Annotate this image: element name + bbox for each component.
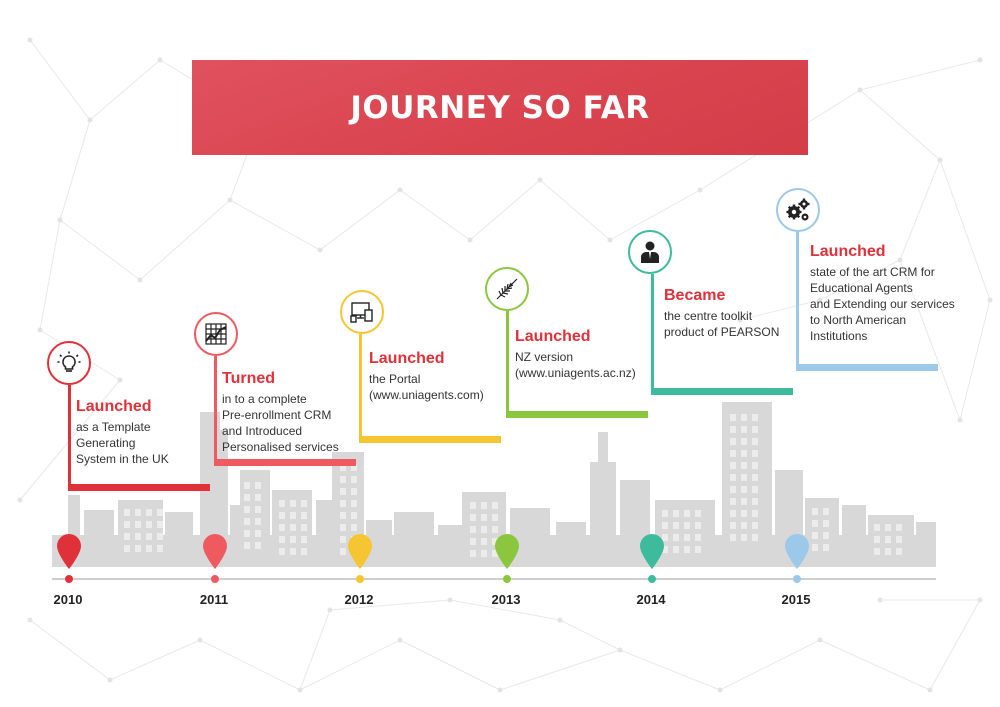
map-pin-icon: [203, 534, 227, 569]
event-year: 2012: [344, 592, 374, 607]
event-bar: [359, 436, 501, 443]
event-description-line: Personalised services: [222, 440, 339, 454]
event-bar: [214, 459, 356, 466]
timeline-dot: [648, 575, 656, 583]
event-description: as a Template Generating System in the UK: [76, 419, 246, 467]
lightbulb-icon: [47, 341, 91, 385]
page-title: JOURNEY SO FAR: [350, 89, 650, 126]
event-stem: [506, 311, 509, 418]
event-year: 2010: [53, 592, 83, 607]
gears-icon: [776, 188, 820, 232]
event-description-line: Institutions: [810, 329, 868, 343]
event-description: in to a complete Pre-enrollment CRM and In…: [222, 391, 392, 455]
event-description-line: to North American: [810, 313, 907, 327]
fern-icon: [485, 267, 529, 311]
event-description-line: and Extending our services: [810, 297, 955, 311]
timeline-dot: [211, 575, 219, 583]
event-description-line: in to a complete: [222, 392, 307, 406]
event-title: Launched: [810, 243, 886, 260]
timeline-baseline: [52, 578, 936, 580]
map-pin-icon: [57, 534, 81, 569]
event-stem: [651, 274, 654, 395]
event-description: the centre toolkit product of PEARSON: [664, 308, 834, 340]
event-description: state of the art CRM for Educational Agen…: [810, 264, 980, 344]
event-bar: [796, 364, 938, 371]
timeline-dot: [356, 575, 364, 583]
event-bar: [68, 484, 210, 491]
event-title: Turned: [222, 370, 276, 387]
event-year: 2011: [199, 592, 229, 607]
event-description-line: NZ version: [515, 350, 574, 364]
event-description: NZ version (www.uniagents.ac.nz): [515, 349, 685, 381]
timeline-dot: [65, 575, 73, 583]
title-banner: JOURNEY SO FAR: [192, 60, 808, 155]
map-pin-icon: [640, 534, 664, 569]
line-chart-icon: [194, 312, 238, 356]
event-title: Launched: [76, 398, 152, 415]
event-description-line: the centre toolkit: [664, 309, 753, 323]
event-stem: [214, 356, 217, 466]
map-pin-icon: [495, 534, 519, 569]
map-pin-icon: [348, 534, 372, 569]
businessman-icon: [628, 230, 672, 274]
timeline-dot: [793, 575, 801, 583]
event-description-line: as a Template: [76, 420, 151, 434]
event-description-line: the Portal: [369, 372, 421, 386]
event-year: 2014: [636, 592, 666, 607]
event-bar: [506, 411, 648, 418]
event-stem: [796, 232, 799, 371]
event-stem: [68, 385, 71, 491]
event-description-line: and Introduced: [222, 424, 303, 438]
event-description-line: Educational Agents: [810, 281, 913, 295]
event-description-line: state of the art CRM for: [810, 265, 935, 279]
event-description-line: System in the UK: [76, 452, 169, 466]
event-title: Launched: [515, 328, 591, 345]
timeline-dot: [503, 575, 511, 583]
event-year: 2015: [781, 592, 811, 607]
event-description-line: (www.uniagents.com): [369, 388, 484, 402]
event-stem: [359, 334, 362, 443]
event-title: Launched: [369, 350, 445, 367]
event-description-line: Pre-enrollment CRM: [222, 408, 332, 422]
event-description: the Portal (www.uniagents.com): [369, 371, 539, 403]
devices-icon: [340, 290, 384, 334]
event-bar: [651, 388, 793, 395]
event-description-line: Generating: [76, 436, 136, 450]
event-title: Became: [664, 287, 726, 304]
event-description-line: (www.uniagents.ac.nz): [515, 366, 636, 380]
event-description-line: product of PEARSON: [664, 325, 780, 339]
map-pin-icon: [785, 534, 809, 569]
event-year: 2013: [491, 592, 521, 607]
